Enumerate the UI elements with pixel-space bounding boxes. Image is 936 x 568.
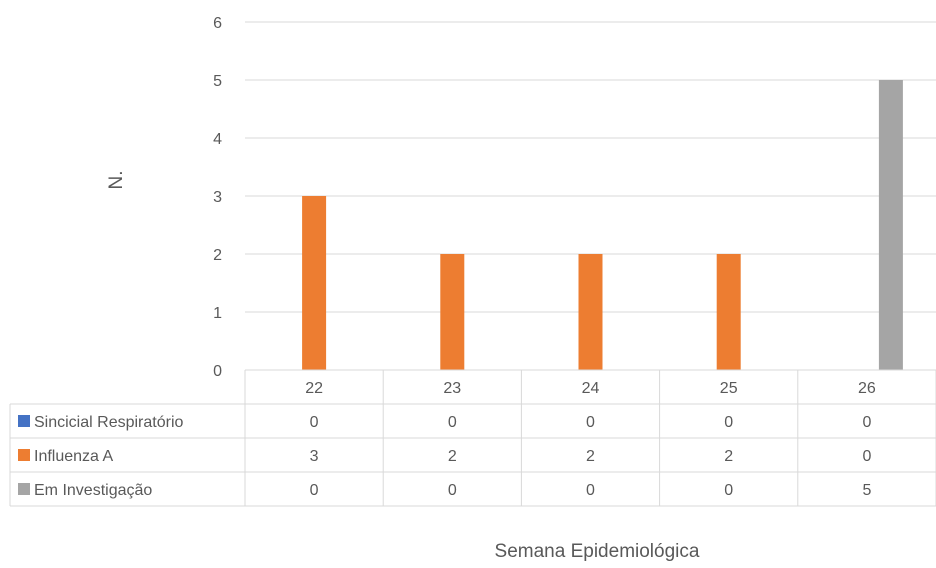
data-table-cell: 0 (724, 482, 733, 499)
y-tick-label: 5 (213, 73, 222, 90)
data-table-cell: 0 (862, 448, 871, 465)
y-tick-label: 3 (213, 189, 222, 206)
legend-swatch (18, 415, 30, 427)
y-tick-label: 6 (213, 15, 222, 32)
x-axis-title: Semana Epidemiológica (495, 541, 700, 562)
x-category-label: 25 (720, 380, 738, 397)
y-tick-label: 1 (213, 305, 222, 322)
y-axis-ticks: 0 1 2 3 4 5 6 (213, 15, 222, 380)
y-tick-label: 2 (213, 247, 222, 264)
x-category-label: 24 (582, 380, 600, 397)
legend-label: Sincicial Respiratório (34, 414, 183, 431)
data-table-cell: 2 (448, 448, 457, 465)
data-table-cell: 0 (448, 414, 457, 431)
data-table-cell: 0 (586, 482, 595, 499)
x-category-label: 26 (858, 380, 876, 397)
bar-influenza-a-23 (440, 254, 465, 370)
legend-label: Influenza A (34, 448, 114, 465)
data-table-cell: 0 (724, 414, 733, 431)
data-table-cell: 5 (862, 482, 871, 499)
data-table-cell: 3 (310, 448, 319, 465)
x-category-label: 22 (305, 380, 323, 397)
gridlines (245, 21, 936, 313)
bar-influenza-a-22 (302, 196, 327, 370)
data-table-cell: 0 (448, 482, 457, 499)
legend-swatch (18, 449, 30, 461)
data-table-cell: 0 (862, 414, 871, 431)
y-tick-label: 0 (213, 363, 222, 380)
bar-influenza-a-25 (716, 254, 741, 370)
data-table-cell: 0 (586, 414, 595, 431)
bar-influenza-a-24 (578, 254, 603, 370)
data-table-cell: 2 (586, 448, 595, 465)
bar-em-investiga-o-26 (878, 80, 903, 370)
data-table-cell: 0 (310, 482, 319, 499)
y-axis-title: N. (106, 171, 127, 190)
legend-swatch (18, 483, 30, 495)
data-table-cell: 2 (724, 448, 733, 465)
bars (302, 80, 903, 370)
x-category-label: 23 (443, 380, 461, 397)
legend-label: Em Investigação (34, 482, 152, 499)
data-table-cell: 0 (310, 414, 319, 431)
y-tick-label: 4 (213, 131, 222, 148)
